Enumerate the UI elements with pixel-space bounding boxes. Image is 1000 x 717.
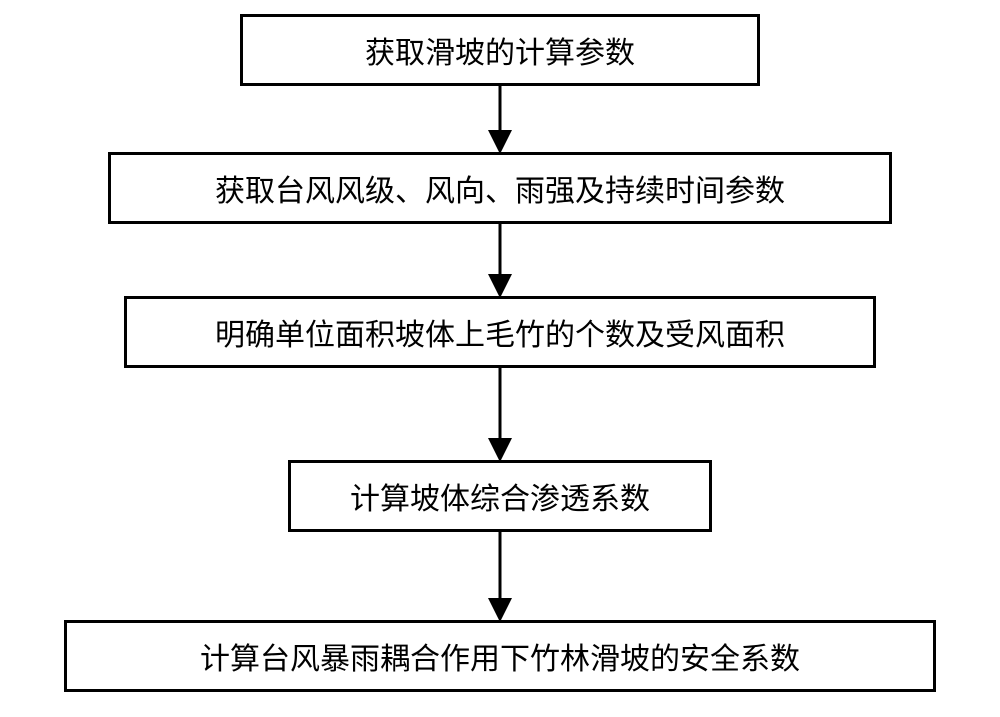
flow-node-label: 计算坡体综合渗透系数 [350,474,650,518]
flow-node-n4: 计算坡体综合渗透系数 [288,460,712,532]
flow-node-n5: 计算台风暴雨耦合作用下竹林滑坡的安全系数 [64,620,936,692]
flow-node-n2: 获取台风风级、风向、雨强及持续时间参数 [108,152,892,224]
flow-node-label: 明确单位面积坡体上毛竹的个数及受风面积 [215,310,785,354]
flowchart-canvas: 获取滑坡的计算参数获取台风风级、风向、雨强及持续时间参数明确单位面积坡体上毛竹的… [0,0,1000,717]
flow-node-label: 获取滑坡的计算参数 [365,28,635,72]
flow-node-n3: 明确单位面积坡体上毛竹的个数及受风面积 [124,296,876,368]
flow-node-n1: 获取滑坡的计算参数 [240,14,760,86]
flow-node-label: 获取台风风级、风向、雨强及持续时间参数 [215,166,785,210]
flow-node-label: 计算台风暴雨耦合作用下竹林滑坡的安全系数 [200,634,800,678]
